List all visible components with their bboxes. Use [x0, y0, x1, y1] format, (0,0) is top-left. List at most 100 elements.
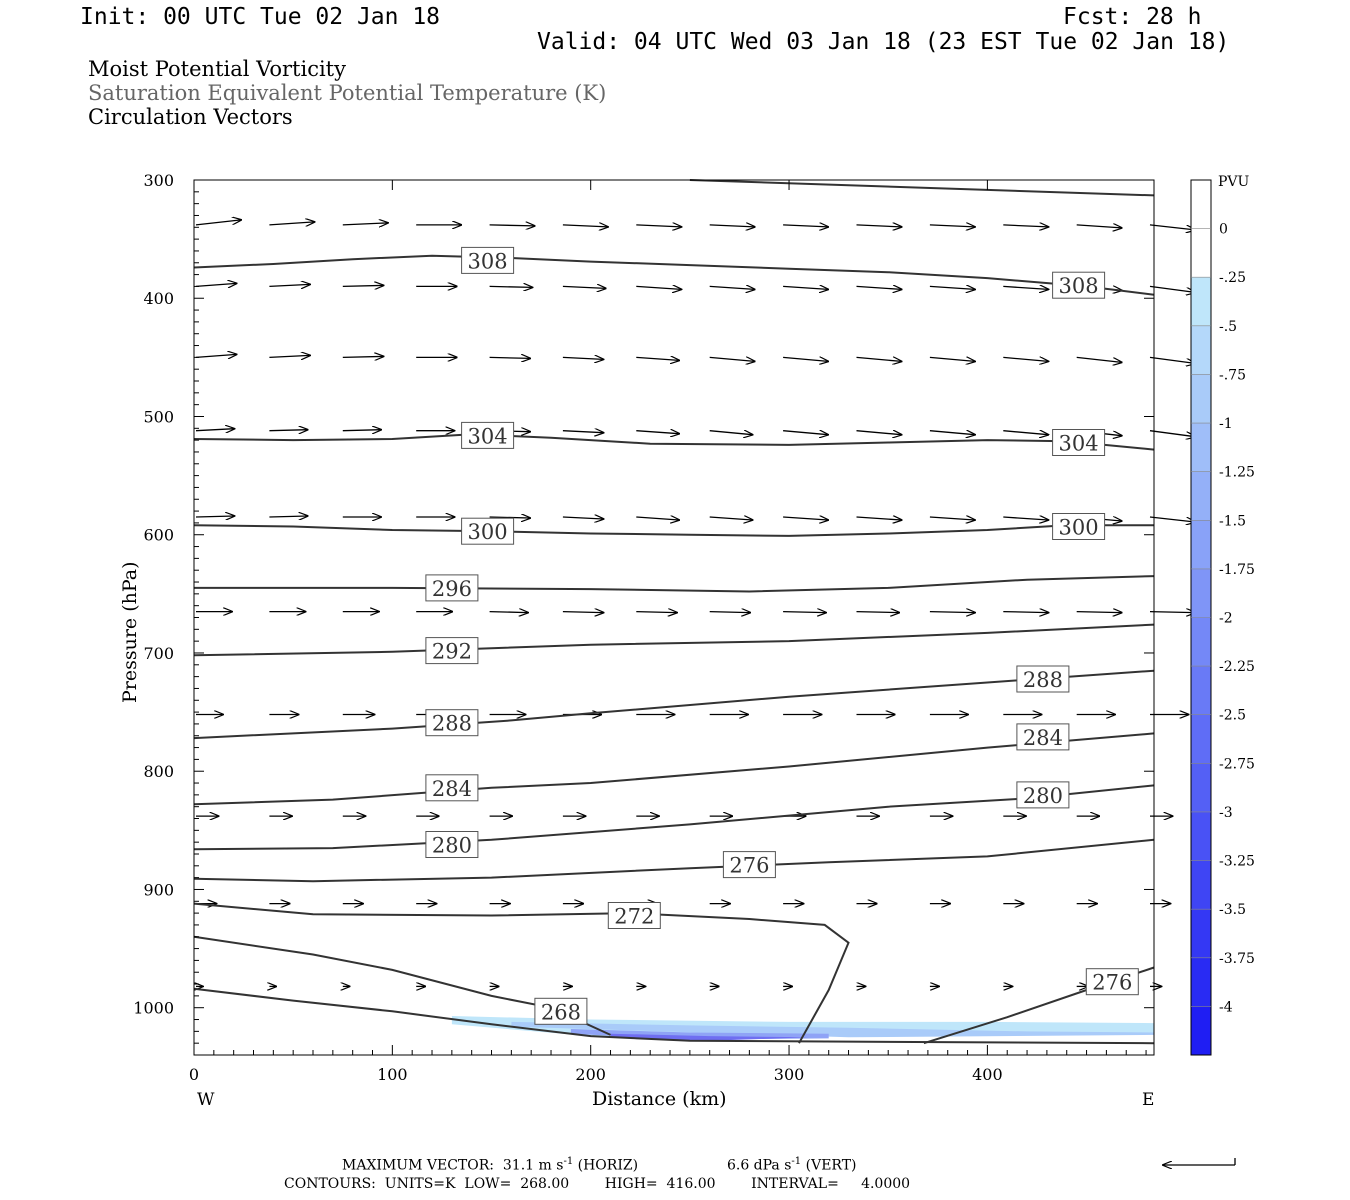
contour-label-box [1052, 429, 1106, 456]
colorbar-swatch [1191, 714, 1211, 764]
theta-es-contour [194, 575, 1155, 593]
circulation-vector [929, 225, 975, 227]
colorbar-label: -2.25 [1219, 659, 1255, 675]
contour-label: 300 [468, 520, 508, 544]
contour-label-box [1085, 968, 1139, 996]
field-theta-es: Saturation Equivalent Potential Temperat… [88, 81, 607, 105]
colorbar-swatch [1191, 909, 1211, 959]
contour-info: CONTOURS: UNITS=K LOW= 268.00 HIGH= 416.… [284, 1176, 911, 1192]
circulation-vector [195, 283, 237, 286]
circulation-vector [636, 357, 679, 360]
reference-vector [1163, 1158, 1236, 1165]
colorbar-label: -2.75 [1219, 756, 1255, 772]
colorbar-swatch [1191, 860, 1211, 910]
circulation-vector [1003, 225, 1048, 227]
contour-label-box [1016, 723, 1070, 751]
circulation-vector [1003, 357, 1048, 361]
circulation-vector [709, 431, 753, 435]
y-tick-label: 500 [143, 407, 174, 426]
east-label: E [1142, 1090, 1154, 1110]
colorbar: 0 -.25 -.5 -.75 -1 -1.25 -1.5 -1.75 -2 -2.25 -2.5 -… [1190, 179, 1255, 1056]
contour-label-box [425, 574, 479, 602]
circulation-vector [856, 357, 902, 361]
circulation-vector [562, 225, 608, 227]
max-vector-label: MAXIMUM VECTOR: [342, 1157, 494, 1174]
circulation-vector [489, 225, 535, 226]
x-tick-label: 400 [972, 1065, 1003, 1084]
circulation-vector [856, 431, 902, 435]
colorbar-swatch [1191, 520, 1211, 570]
circulation-vector [856, 517, 902, 520]
circulation-vector [562, 612, 604, 613]
contour-label: 268 [541, 1000, 581, 1024]
axes: 300 400 500 600 700 800 900 1000 0 100 200 300 400 [133, 171, 1154, 1084]
colorbar-label: -4 [1219, 999, 1233, 1015]
circulation-vector [342, 223, 388, 225]
contour-label-box [425, 774, 479, 802]
contour-label-box [461, 246, 515, 274]
contour-label: 280 [432, 834, 472, 858]
circulation-vector [562, 357, 604, 359]
theta-es-contour [193, 623, 1155, 657]
circulation-vector [269, 355, 310, 357]
circulation-vector [269, 222, 314, 225]
circulation-vector [562, 286, 606, 288]
colorbar-swatch [1191, 568, 1211, 618]
circulation-vector [195, 354, 237, 357]
contour-label-box [722, 851, 776, 879]
circulation-vector [489, 517, 530, 518]
theta-es-contour [193, 669, 1155, 740]
circulation-vector [562, 517, 604, 519]
colorbar-swatch [1191, 228, 1211, 278]
colorbar-label: -.75 [1219, 367, 1246, 383]
contour-label: 308 [468, 249, 508, 273]
x-tick-label: 300 [774, 1065, 805, 1084]
colorbar-swatch [1191, 325, 1211, 375]
circulation-vector [929, 286, 975, 289]
theta-es-contour [193, 784, 1155, 851]
circulation-vector [1076, 612, 1122, 613]
y-tick-label: 800 [143, 762, 174, 781]
contour-label-box [1052, 271, 1106, 299]
horiz-unit: (HORIZ) [577, 1157, 639, 1174]
circulation-vector [269, 516, 307, 517]
colorbar-swatch [1191, 471, 1211, 521]
circulation-vector [1149, 356, 1195, 363]
forecast-hour: Fcst: 28 h [1063, 4, 1202, 30]
circulation-vector [1003, 286, 1048, 289]
colorbar-label: 0 [1219, 222, 1228, 238]
theta-es-contour [193, 524, 1154, 537]
colorbar-label: -3.5 [1219, 902, 1246, 918]
colorbar-label: -1.75 [1219, 562, 1255, 578]
contour-label-box [607, 902, 661, 929]
circulation-vector [636, 286, 681, 289]
circulation-vector [195, 429, 234, 431]
theta-es-contour [193, 987, 1155, 1045]
theta-es-contours [193, 179, 1155, 1045]
colorbar-label: -.5 [1219, 319, 1237, 335]
colorbar-label: -1.25 [1219, 465, 1255, 481]
colorbar-label: -1 [1219, 416, 1233, 432]
y-tick-label: 900 [143, 880, 174, 899]
colorbar-label: -3 [1219, 805, 1233, 821]
colorbar-label: -2 [1219, 611, 1233, 627]
circulation-vector [489, 612, 528, 613]
contour-label-box [461, 517, 515, 545]
circulation-vector [1076, 356, 1122, 362]
colorbar-label: -3.25 [1219, 854, 1255, 870]
theta-es-contour [689, 179, 1155, 197]
circulation-vector [783, 286, 828, 289]
colorbar-swatch [1191, 180, 1211, 230]
y-tick-label: 700 [143, 644, 174, 663]
circulation-vectors [196, 220, 1195, 987]
y-axis-label: Pressure (hPa) [119, 561, 141, 703]
circulation-vector [1003, 431, 1048, 435]
y-tick-label: 300 [143, 171, 174, 190]
contour-label-box [534, 997, 588, 1025]
theta-es-contour [193, 838, 1155, 883]
contour-label: 284 [432, 777, 472, 801]
circulation-vector [195, 516, 234, 517]
circulation-vector [783, 431, 828, 435]
west-label: W [197, 1090, 215, 1110]
